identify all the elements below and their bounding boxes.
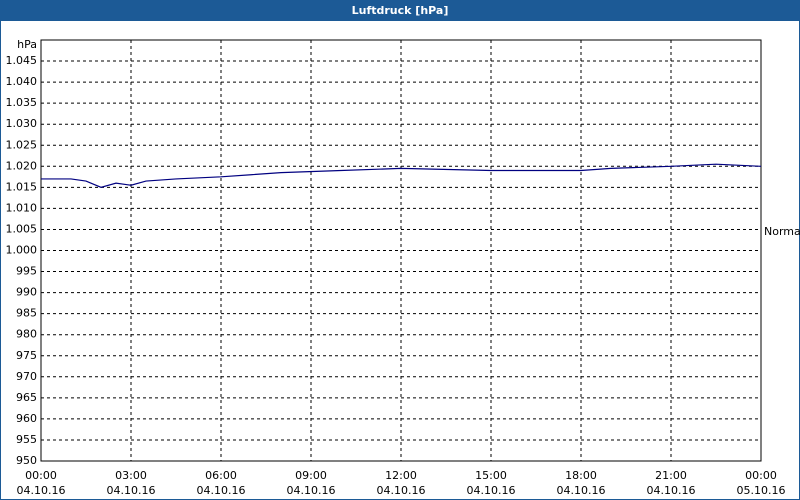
y-tick-label: 990 [16, 286, 37, 299]
legend-entry: Normal [764, 225, 800, 238]
x-tick-label: 04.10.16 [197, 484, 246, 497]
x-tick-label: 00:00 [745, 469, 777, 482]
x-tick-label: 00:00 [25, 469, 57, 482]
x-tick-label: 04.10.16 [107, 484, 156, 497]
x-tick-label: 04.10.16 [287, 484, 336, 497]
y-tick-label: 1.005 [6, 222, 38, 235]
title-bar [0, 0, 800, 21]
y-tick-label: 970 [16, 370, 37, 383]
x-tick-label: 03:00 [115, 469, 147, 482]
y-tick-label: 995 [16, 265, 37, 278]
chart-title: Luftdruck [hPa] [352, 4, 449, 17]
y-axis-label: hPa [17, 38, 37, 51]
y-tick-label: 980 [16, 328, 37, 341]
x-tick-label: 18:00 [565, 469, 597, 482]
x-tick-label: 04.10.16 [17, 484, 66, 497]
y-tick-label: 1.015 [6, 180, 38, 193]
y-tick-label: 1.035 [6, 96, 38, 109]
x-tick-label: 12:00 [385, 469, 417, 482]
x-tick-label: 04.10.16 [557, 484, 606, 497]
x-tick-label: 04.10.16 [467, 484, 516, 497]
y-tick-label: 1.000 [6, 244, 38, 257]
y-tick-label: 955 [16, 433, 37, 446]
y-tick-label: 1.020 [6, 159, 38, 172]
y-tick-label: 1.030 [6, 117, 38, 130]
x-tick-label: 15:00 [475, 469, 507, 482]
y-tick-label: 1.010 [6, 201, 38, 214]
x-tick-label: 09:00 [295, 469, 327, 482]
y-tick-label: 985 [16, 307, 37, 320]
x-tick-label: 04.10.16 [377, 484, 426, 497]
y-tick-label: 1.045 [6, 54, 38, 67]
x-tick-label: 21:00 [655, 469, 687, 482]
x-tick-label: 06:00 [205, 469, 237, 482]
y-tick-label: 1.040 [6, 75, 38, 88]
y-tick-label: 950 [16, 454, 37, 467]
y-tick-label: 1.025 [6, 138, 38, 151]
y-tick-label: 965 [16, 391, 37, 404]
x-tick-label: 05.10.16 [737, 484, 786, 497]
y-tick-label: 975 [16, 349, 37, 362]
y-tick-label: 960 [16, 412, 37, 425]
x-tick-label: 04.10.16 [647, 484, 696, 497]
data-line [41, 163, 762, 188]
